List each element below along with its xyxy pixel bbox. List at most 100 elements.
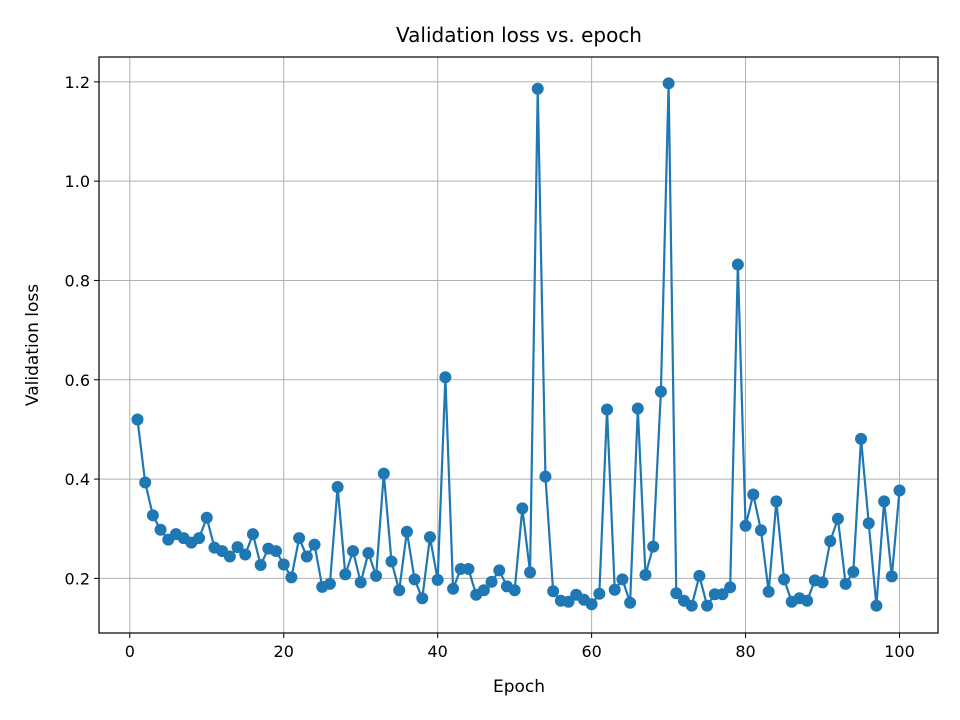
x-tick-label: 100: [884, 642, 915, 661]
data-point: [146, 509, 159, 522]
data-point: [462, 562, 475, 575]
data-point: [447, 582, 460, 595]
data-point: [601, 403, 614, 416]
data-point: [308, 538, 321, 551]
data-point: [762, 585, 775, 598]
data-point: [400, 525, 413, 538]
data-point: [816, 576, 829, 589]
data-point: [293, 532, 306, 545]
data-point: [824, 535, 837, 548]
data-point: [531, 82, 544, 95]
data-point: [885, 570, 898, 583]
data-point: [393, 584, 406, 597]
data-point: [754, 524, 767, 537]
data-point: [593, 587, 606, 600]
y-axis: 0.2 0.4 0.6 0.8 1.0 1.2: [65, 73, 99, 588]
y-tick-label: 0.2: [65, 569, 90, 588]
data-point: [801, 594, 814, 607]
data-point: [847, 565, 860, 578]
data-point: [516, 502, 529, 515]
data-point: [747, 488, 760, 501]
data-point: [493, 564, 506, 577]
data-point: [200, 511, 213, 524]
data-point: [539, 470, 552, 483]
data-point: [354, 576, 367, 589]
data-point: [685, 599, 698, 612]
data-point: [362, 547, 375, 560]
data-point: [870, 599, 883, 612]
data-point: [139, 476, 152, 489]
data-point: [439, 371, 452, 384]
y-tick-label: 0.4: [65, 470, 90, 489]
data-point: [770, 495, 783, 508]
data-point: [485, 575, 498, 588]
gridlines: [99, 57, 938, 633]
x-axis: 0 20 40 60 80 100: [125, 633, 915, 661]
data-point: [477, 584, 490, 597]
x-tick-label: 60: [581, 642, 601, 661]
data-point: [739, 519, 752, 532]
data-point: [339, 568, 352, 581]
data-point: [585, 598, 598, 611]
data-point: [223, 550, 236, 563]
data-point: [347, 545, 360, 558]
y-tick-label: 1.0: [65, 172, 90, 191]
data-point: [624, 596, 637, 609]
data-point: [654, 385, 667, 398]
data-point: [862, 517, 875, 530]
data-point: [254, 558, 267, 571]
data-point: [285, 571, 298, 584]
data-point: [639, 568, 652, 581]
data-point: [855, 432, 868, 445]
data-point: [416, 592, 429, 605]
data-point: [377, 467, 390, 480]
chart-title: Validation loss vs. epoch: [396, 23, 642, 47]
data-point: [562, 595, 575, 608]
x-tick-label: 20: [274, 642, 294, 661]
data-point: [839, 577, 852, 590]
x-tick-label: 80: [735, 642, 755, 661]
data-point: [231, 541, 244, 554]
data-point: [300, 550, 313, 563]
x-tick-label: 0: [125, 642, 135, 661]
data-point: [693, 569, 706, 582]
data-point: [131, 413, 144, 426]
data-point: [608, 583, 621, 596]
x-axis-title: Epoch: [493, 677, 545, 697]
data-point: [670, 587, 683, 600]
y-tick-label: 1.2: [65, 73, 90, 92]
data-point: [716, 588, 729, 601]
series-loss: [131, 77, 906, 612]
data-point: [323, 577, 336, 590]
data-point: [631, 402, 644, 415]
data-point: [731, 258, 744, 271]
data-point: [724, 581, 737, 594]
data-point: [701, 599, 714, 612]
data-point: [524, 566, 537, 579]
data-point: [893, 484, 906, 497]
y-tick-label: 0.8: [65, 271, 90, 290]
series-line: [136, 82, 901, 607]
data-point: [662, 77, 675, 90]
data-point: [270, 545, 283, 558]
y-axis-title: Validation loss: [23, 284, 43, 406]
data-point: [277, 558, 290, 571]
data-point: [508, 584, 521, 597]
x-tick-label: 40: [427, 642, 447, 661]
data-point: [431, 573, 444, 586]
data-point: [423, 531, 436, 544]
plot-frame: [98, 56, 939, 634]
data-point: [385, 555, 398, 568]
data-point: [193, 532, 206, 545]
data-point: [154, 523, 167, 536]
data-point: [547, 585, 560, 598]
data-point: [878, 495, 891, 508]
data-point: [616, 573, 629, 586]
data-point: [370, 569, 383, 582]
data-point: [647, 540, 660, 553]
data-point: [331, 481, 344, 494]
data-point: [239, 548, 252, 561]
data-point: [246, 528, 259, 541]
